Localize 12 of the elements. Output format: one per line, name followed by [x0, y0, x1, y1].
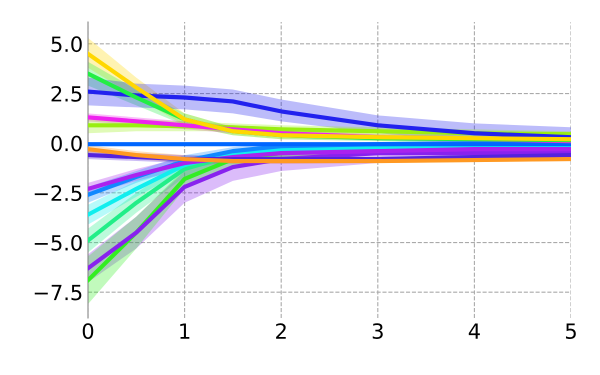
x-tick-label: 4	[468, 324, 480, 339]
x-tick-label: 3	[372, 323, 383, 339]
y-tick-label: 5.0	[52, 36, 82, 52]
x-tick-label: 2	[276, 323, 286, 339]
y-tick-label: 0.0	[51, 136, 82, 152]
x-tick-label: 1	[180, 324, 190, 339]
y-tick-label: −5.0	[34, 234, 82, 251]
y-tick-label: −2.5	[34, 185, 82, 202]
y-tick-label: 2.5	[52, 86, 82, 102]
y-tick-label: −7.5	[34, 284, 82, 300]
x-tick-label: 5	[566, 324, 576, 339]
x-tick-label: 0	[82, 323, 94, 339]
